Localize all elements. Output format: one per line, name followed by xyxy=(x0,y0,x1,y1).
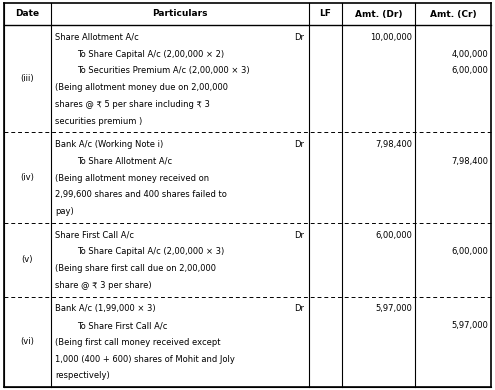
Text: Amt. (Dr): Amt. (Dr) xyxy=(355,9,402,18)
Text: (Being allotment money due on 2,00,000: (Being allotment money due on 2,00,000 xyxy=(55,83,228,92)
Text: 7,98,400: 7,98,400 xyxy=(451,157,488,166)
Text: 5,97,000: 5,97,000 xyxy=(375,305,412,314)
Text: 10,00,000: 10,00,000 xyxy=(370,33,412,42)
Text: respectively): respectively) xyxy=(55,371,110,380)
Text: 4,00,000: 4,00,000 xyxy=(451,50,488,58)
Text: 1,000 (400 + 600) shares of Mohit and Joly: 1,000 (400 + 600) shares of Mohit and Jo… xyxy=(55,355,235,364)
Text: Date: Date xyxy=(15,9,40,18)
Text: 7,98,400: 7,98,400 xyxy=(375,140,412,149)
Text: Amt. (Cr): Amt. (Cr) xyxy=(430,9,476,18)
Text: Dr: Dr xyxy=(294,230,304,240)
Text: 5,97,000: 5,97,000 xyxy=(451,321,488,330)
Text: share @ ₹ 3 per share): share @ ₹ 3 per share) xyxy=(55,281,151,290)
Text: (Being allotment money received on: (Being allotment money received on xyxy=(55,174,209,183)
Text: Dr: Dr xyxy=(294,33,304,42)
Text: (vi): (vi) xyxy=(21,337,35,346)
Text: Share Allotment A/c: Share Allotment A/c xyxy=(55,33,139,42)
Text: shares @ ₹ 5 per share including ₹ 3: shares @ ₹ 5 per share including ₹ 3 xyxy=(55,100,210,109)
Text: (v): (v) xyxy=(22,255,33,264)
Text: (Being share first call due on 2,00,000: (Being share first call due on 2,00,000 xyxy=(55,264,216,273)
Text: To Share Allotment A/c: To Share Allotment A/c xyxy=(77,157,172,166)
Text: Bank A/c (Working Note i): Bank A/c (Working Note i) xyxy=(55,140,163,149)
Text: To Securities Premium A/c (2,00,000 × 3): To Securities Premium A/c (2,00,000 × 3) xyxy=(77,66,249,75)
Text: securities premium ): securities premium ) xyxy=(55,117,142,126)
Text: Bank A/c (1,99,000 × 3): Bank A/c (1,99,000 × 3) xyxy=(55,305,155,314)
Text: Share First Call A/c: Share First Call A/c xyxy=(55,230,134,240)
Text: (iv): (iv) xyxy=(21,173,35,182)
Text: Dr: Dr xyxy=(294,140,304,149)
Text: 2,99,600 shares and 400 shares failed to: 2,99,600 shares and 400 shares failed to xyxy=(55,190,227,199)
Text: To Share Capital A/c (2,00,000 × 2): To Share Capital A/c (2,00,000 × 2) xyxy=(77,50,224,58)
Text: To Share First Call A/c: To Share First Call A/c xyxy=(77,321,167,330)
Text: Dr: Dr xyxy=(294,305,304,314)
Text: Particulars: Particulars xyxy=(152,9,208,18)
Text: To Share Capital A/c (2,00,000 × 3): To Share Capital A/c (2,00,000 × 3) xyxy=(77,247,224,256)
Text: (iii): (iii) xyxy=(21,74,34,83)
Text: (Being first call money received except: (Being first call money received except xyxy=(55,338,220,347)
Text: 6,00,000: 6,00,000 xyxy=(451,66,488,75)
Text: 6,00,000: 6,00,000 xyxy=(451,247,488,256)
Text: LF: LF xyxy=(320,9,332,18)
Text: pay): pay) xyxy=(55,207,74,216)
Text: 6,00,000: 6,00,000 xyxy=(375,230,412,240)
